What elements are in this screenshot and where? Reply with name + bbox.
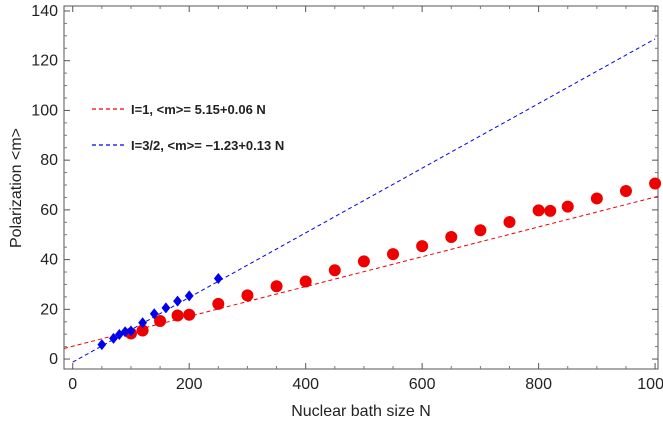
legend-label-i32: I=3/2, <m>= −1.23+0.13 N	[131, 138, 284, 153]
data-point-i1	[503, 216, 516, 229]
legend: I=1, <m>= 5.15+0.06 N I=3/2, <m>= −1.23+…	[92, 102, 284, 153]
data-point-i1	[619, 184, 632, 197]
data-point-i32	[138, 317, 148, 329]
data-point-i32	[97, 339, 107, 351]
data-point-i1	[171, 309, 184, 322]
y-tick-label: 40	[40, 252, 58, 269]
data-point-i32	[149, 308, 159, 320]
data-point-i1	[649, 177, 662, 190]
fit-line-1	[72, 38, 656, 363]
data-point-i1	[387, 248, 400, 261]
data-point-i1	[357, 255, 370, 268]
x-tick-label: 0	[68, 376, 77, 393]
data-point-i1	[183, 308, 196, 321]
y-tick-label: 0	[49, 351, 58, 368]
data-point-i1	[299, 275, 312, 288]
data-point-i1	[328, 264, 341, 277]
data-point-i1	[212, 297, 225, 310]
data-point-i1	[241, 289, 254, 302]
y-tick-label: 120	[31, 53, 58, 70]
data-point-i32	[109, 332, 118, 344]
data-point-i1	[445, 230, 458, 243]
data-point-i1	[590, 192, 603, 205]
data-points	[97, 177, 662, 351]
data-point-i1	[474, 224, 487, 237]
data-point-i32	[161, 302, 171, 314]
data-point-i32	[126, 325, 136, 337]
data-point-i1	[154, 315, 167, 328]
data-point-i1	[544, 204, 557, 217]
y-tick-label: 80	[40, 152, 58, 169]
data-point-i32	[184, 290, 194, 302]
x-axis-label: Nuclear bath size N	[291, 403, 431, 420]
x-tick-label: 400	[292, 376, 319, 393]
data-point-i32	[120, 326, 130, 338]
y-tick-label: 60	[40, 202, 58, 219]
data-point-i32	[173, 295, 182, 307]
x-tick-label: 200	[176, 376, 203, 393]
fit-line-0	[63, 195, 659, 349]
y-tick-label: 140	[31, 3, 58, 20]
x-tick-label: 800	[525, 376, 552, 393]
y-tick-label: 20	[40, 301, 58, 318]
legend-label-i1: I=1, <m>= 5.15+0.06 N	[131, 102, 266, 117]
y-tick-label: 100	[31, 102, 58, 119]
fit-lines	[63, 38, 659, 363]
data-point-i1	[532, 204, 545, 217]
data-point-i1	[136, 324, 149, 337]
data-point-i1	[270, 280, 283, 293]
data-point-i1	[561, 200, 574, 213]
data-point-i32	[213, 272, 223, 284]
x-tick-label: 600	[409, 376, 436, 393]
data-point-i1	[416, 240, 429, 253]
y-axis-label: Polarization <m>	[8, 128, 25, 248]
